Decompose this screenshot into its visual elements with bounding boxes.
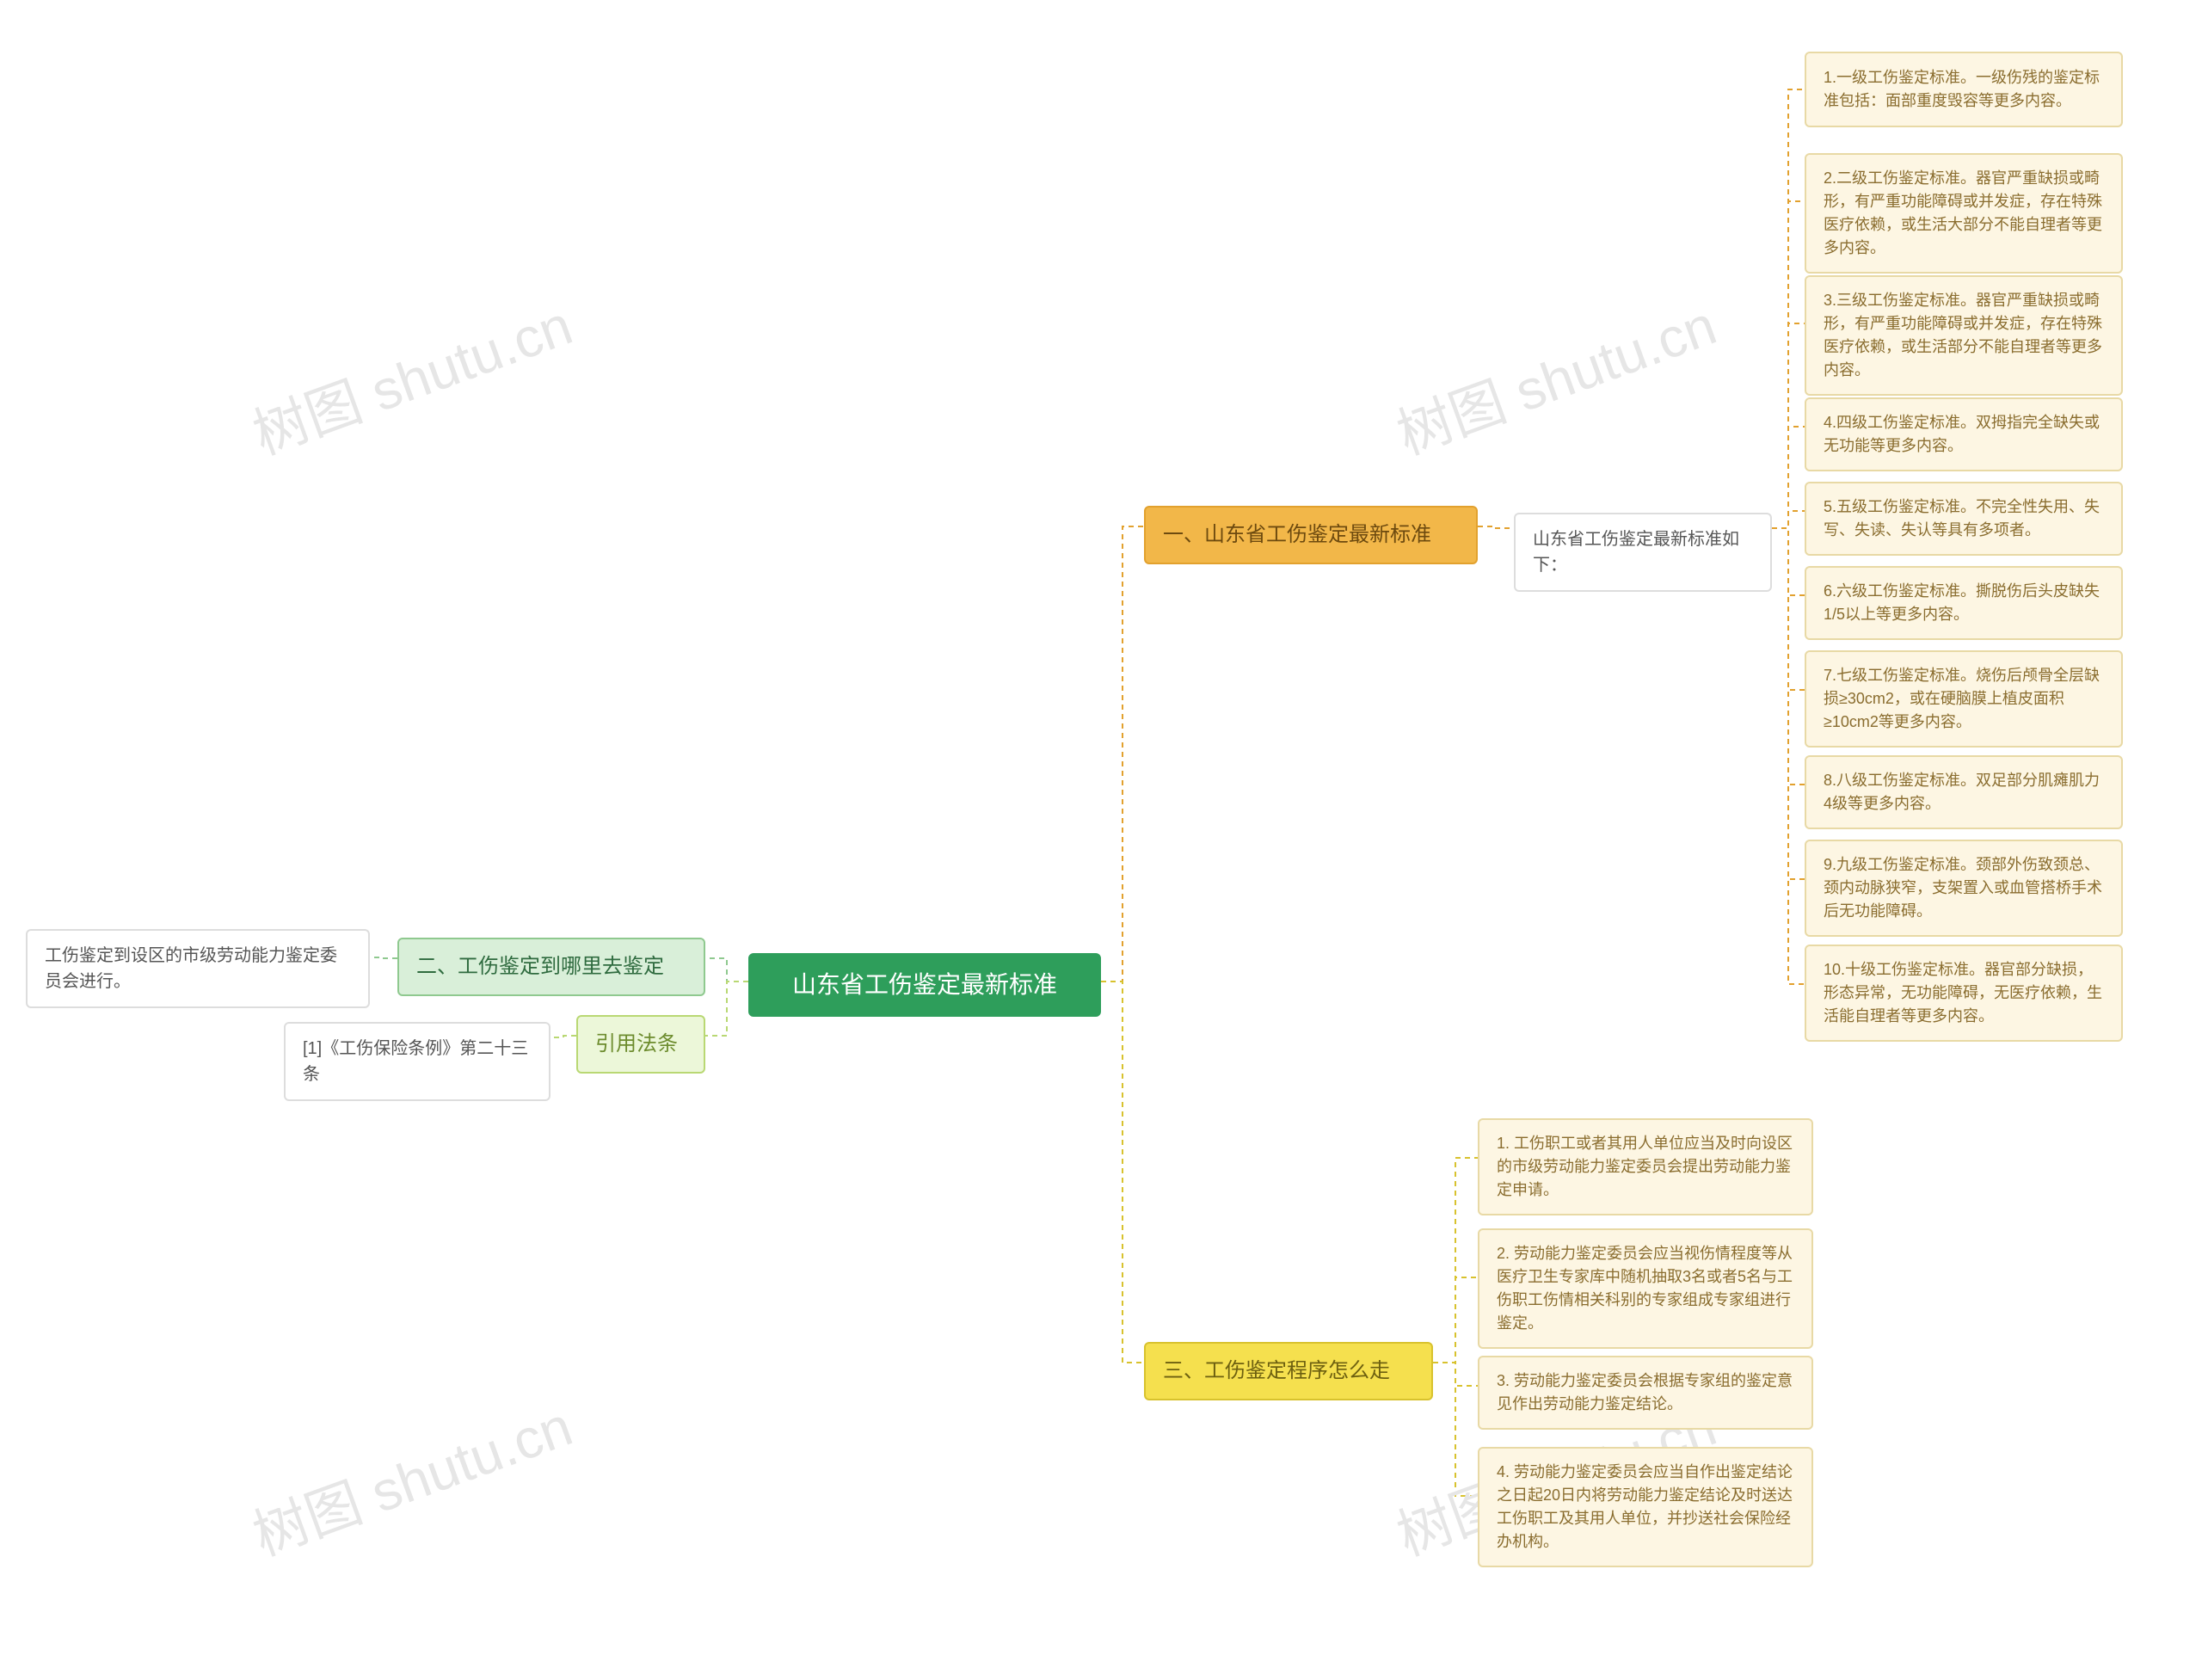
branch-where-to-appraise[interactable]: 二、工伤鉴定到哪里去鉴定 <box>397 938 705 996</box>
leaf-level-5: 5.五级工伤鉴定标准。不完全性失用、失写、失读、失认等具有多项者。 <box>1805 482 2123 556</box>
leaf-cited-law-detail: [1]《工伤保险条例》第二十三条 <box>284 1022 550 1101</box>
leaf-level-2: 2.二级工伤鉴定标准。器官严重缺损或畸形，有严重功能障碍或并发症，存在特殊医疗依… <box>1805 153 2123 274</box>
leaf-level-9: 9.九级工伤鉴定标准。颈部外伤致颈总、颈内动脉狭窄，支架置入或血管搭桥手术后无功… <box>1805 840 2123 937</box>
leaf-level-8: 8.八级工伤鉴定标准。双足部分肌瘫肌力4级等更多内容。 <box>1805 755 2123 829</box>
leaf-where-to-appraise-detail: 工伤鉴定到设区的市级劳动能力鉴定委员会进行。 <box>26 929 370 1008</box>
leaf-level-10: 10.十级工伤鉴定标准。器官部分缺损，形态异常，无功能障碍，无医疗依赖，生活能自… <box>1805 945 2123 1042</box>
leaf-level-7: 7.七级工伤鉴定标准。烧伤后颅骨全层缺损≥30cm2，或在硬脑膜上植皮面积≥10… <box>1805 650 2123 748</box>
branch-procedure[interactable]: 三、工伤鉴定程序怎么走 <box>1144 1342 1433 1400</box>
leaf-level-1: 1.一级工伤鉴定标准。一级伤残的鉴定标准包括：面部重度毁容等更多内容。 <box>1805 52 2123 127</box>
leaf-procedure-3: 3. 劳动能力鉴定委员会根据专家组的鉴定意见作出劳动能力鉴定结论。 <box>1478 1356 1813 1430</box>
leaf-level-3: 3.三级工伤鉴定标准。器官严重缺损或畸形，有严重功能障碍或并发症，存在特殊医疗依… <box>1805 275 2123 396</box>
watermark: 树图 shutu.cn <box>241 281 581 470</box>
branch-cited-law[interactable]: 引用法条 <box>576 1015 705 1074</box>
leaf-level-4: 4.四级工伤鉴定标准。双拇指完全缺失或无功能等更多内容。 <box>1805 397 2123 471</box>
watermark: 树图 shutu.cn <box>1385 281 1725 470</box>
leaf-standards-intro: 山东省工伤鉴定最新标准如下： <box>1514 513 1772 592</box>
leaf-procedure-1: 1. 工伤职工或者其用人单位应当及时向设区的市级劳动能力鉴定委员会提出劳动能力鉴… <box>1478 1118 1813 1215</box>
leaf-level-6: 6.六级工伤鉴定标准。撕脱伤后头皮缺失1/5以上等更多内容。 <box>1805 566 2123 640</box>
mindmap-root[interactable]: 山东省工伤鉴定最新标准 <box>748 953 1101 1017</box>
leaf-procedure-2: 2. 劳动能力鉴定委员会应当视伤情程度等从医疗卫生专家库中随机抽取3名或者5名与… <box>1478 1228 1813 1349</box>
branch-latest-standards[interactable]: 一、山东省工伤鉴定最新标准 <box>1144 506 1478 564</box>
leaf-procedure-4: 4. 劳动能力鉴定委员会应当自作出鉴定结论之日起20日内将劳动能力鉴定结论及时送… <box>1478 1447 1813 1567</box>
watermark: 树图 shutu.cn <box>241 1382 581 1571</box>
